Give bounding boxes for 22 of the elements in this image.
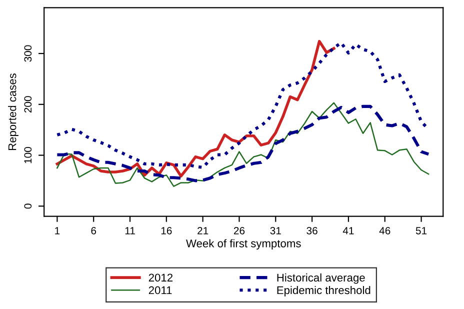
- y-tick-label: 0: [24, 204, 32, 209]
- x-tick-label: 41: [342, 227, 354, 234]
- x-tick-label: 51: [416, 227, 427, 234]
- x-tick-label: 36: [306, 226, 318, 234]
- x-axis-title: Week of first symptoms: [186, 239, 301, 250]
- x-tick-label: 1: [55, 227, 60, 234]
- x-tick-label: 11: [125, 227, 135, 234]
- legend-label: Historical average: [277, 273, 365, 284]
- legend-label: Epidemic threshold: [277, 286, 370, 296]
- y-tick-label: 200: [24, 96, 32, 113]
- x-tick-label: 21: [198, 226, 208, 234]
- x-tick-label: 26: [234, 226, 245, 234]
- x-tick-label: 31: [270, 226, 281, 234]
- x-tick-label: 16: [161, 226, 172, 234]
- x-tick-label: 6: [91, 226, 96, 234]
- y-axis-title: Reported cases: [8, 74, 18, 150]
- y-tick-label: 300: [24, 45, 32, 62]
- y-tick-label: 100: [24, 146, 32, 164]
- legend-label: 2011: [148, 286, 172, 294]
- x-tick-label: 46: [379, 226, 390, 234]
- line-series: [56, 40, 336, 178]
- legend-label: 2012: [148, 274, 173, 282]
